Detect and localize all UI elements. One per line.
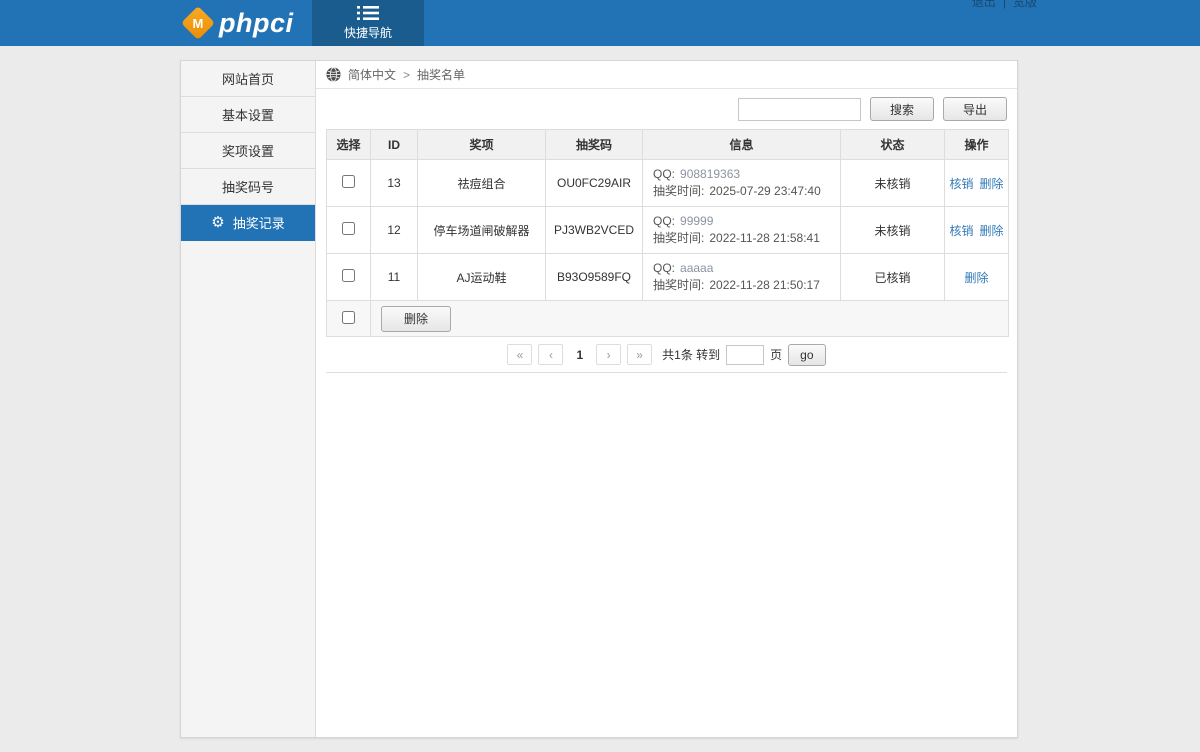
time-value: 2022-11-28 21:50:17 — [709, 278, 820, 292]
breadcrumb: 简体中文 > 抽奖名单 — [316, 61, 1017, 89]
cell-actions: 删除 — [944, 253, 1009, 301]
cell-id: 11 — [370, 253, 418, 301]
cell-status: 已核销 — [840, 253, 945, 301]
top-header: M phpci 快捷导航 退出 | 宽版 — [0, 0, 1200, 46]
logout-link[interactable]: 退出 — [971, 0, 996, 9]
records-table-wrap: 选择 ID 奖项 抽奖码 信息 状态 操作 13 祛痘组合 OU0FC29AI — [316, 129, 1017, 337]
gear-icon: ⚙ — [211, 213, 225, 231]
delete-link[interactable]: 删除 — [979, 223, 1004, 238]
cell-prize: 停车场道闸破解器 — [417, 206, 546, 254]
cell-info: QQ: 99999 抽奖时间: 2022-11-28 21:58:41 — [642, 206, 841, 254]
verify-link[interactable]: 核销 — [949, 223, 974, 238]
cell-actions: 核销 删除 — [944, 159, 1009, 207]
breadcrumb-separator: > — [403, 67, 411, 82]
cell-id: 13 — [370, 159, 418, 207]
logo-text: phpci — [219, 7, 294, 38]
cell-actions: 核销 删除 — [944, 206, 1009, 254]
sidebar-item-label: 奖项设置 — [221, 144, 274, 159]
col-select: 选择 — [326, 129, 371, 160]
time-label: 抽奖时间: — [653, 231, 705, 245]
pagination: « ‹ 1 › » 共1条 转到 页 go — [326, 337, 1007, 373]
sidebar-item-home[interactable]: 网站首页 — [181, 61, 315, 97]
wide-mode-link[interactable]: 宽版 — [1012, 0, 1037, 9]
go-button[interactable]: go — [788, 343, 826, 366]
sidebar-item-label: 网站首页 — [221, 72, 274, 87]
logo-diamond-icon: M — [181, 6, 215, 40]
page-unit-label: 页 — [770, 348, 783, 362]
cell-info: QQ: aaaaa 抽奖时间: 2022-11-28 21:50:17 — [642, 253, 841, 301]
cell-id: 12 — [370, 206, 418, 254]
breadcrumb-page: 抽奖名单 — [417, 68, 466, 82]
table-row: 11 AJ运动鞋 B93O9589FQ QQ: aaaaa 抽奖时间: 2022-1… — [326, 253, 1009, 301]
cell-status: 未核销 — [840, 159, 945, 207]
cell-info: QQ: 908819363 抽奖时间: 2025-07-29 23:47:40 — [642, 159, 841, 207]
table-footer-row: 删除 — [326, 300, 1009, 337]
main-panel: 网站首页 基本设置 奖项设置 抽奖码号 ⚙ 抽奖记录 简体中文 > — [180, 60, 1018, 738]
goto-page-input[interactable] — [726, 344, 765, 365]
qq-label: QQ: — [653, 167, 676, 181]
verify-link[interactable]: 核销 — [949, 176, 974, 191]
search-button[interactable]: 搜索 — [869, 97, 934, 121]
quick-nav-tab[interactable]: 快捷导航 — [312, 0, 424, 46]
header-links: 退出 | 宽版 — [972, 0, 1037, 10]
delete-link[interactable]: 删除 — [964, 270, 989, 285]
links-separator: | — [1002, 0, 1006, 9]
sidebar-item-prize-settings[interactable]: 奖项设置 — [181, 133, 315, 169]
cell-code: PJ3WB2VCED — [545, 206, 643, 254]
cell-prize: AJ运动鞋 — [417, 253, 546, 301]
logo-badge: M — [192, 15, 204, 31]
export-button[interactable]: 导出 — [942, 97, 1007, 121]
sidebar: 网站首页 基本设置 奖项设置 抽奖码号 ⚙ 抽奖记录 — [181, 61, 316, 737]
cell-prize: 祛痘组合 — [417, 159, 546, 207]
sidebar-item-lottery-codes[interactable]: 抽奖码号 — [181, 169, 315, 205]
search-input[interactable] — [737, 97, 861, 121]
select-all-checkbox[interactable] — [342, 310, 355, 324]
time-value: 2025-07-29 23:47:40 — [709, 184, 821, 198]
qq-value: 908819363 — [680, 167, 741, 181]
qq-label: QQ: — [653, 261, 676, 275]
qq-label: QQ: — [653, 214, 676, 228]
time-value: 2022-11-28 21:58:41 — [709, 231, 820, 245]
col-id: ID — [370, 129, 418, 160]
content-area: 简体中文 > 抽奖名单 搜索 导出 选择 ID 奖项 抽奖码 — [316, 61, 1017, 737]
time-label: 抽奖时间: — [653, 278, 705, 292]
next-page-button[interactable]: › — [596, 344, 622, 365]
sidebar-item-label: 基本设置 — [221, 108, 274, 123]
cell-status: 未核销 — [840, 206, 945, 254]
time-label: 抽奖时间: — [653, 184, 705, 198]
table-header-row: 选择 ID 奖项 抽奖码 信息 状态 操作 — [326, 129, 1009, 160]
bulk-delete-button[interactable]: 删除 — [381, 305, 452, 332]
sidebar-item-label: 抽奖记录 — [232, 216, 285, 231]
col-info: 信息 — [642, 129, 841, 160]
row-checkbox[interactable] — [342, 269, 355, 282]
row-checkbox[interactable] — [342, 175, 355, 188]
table-row: 12 停车场道闸破解器 PJ3WB2VCED QQ: 99999 抽奖时间: 202… — [326, 206, 1009, 254]
cell-code: B93O9589FQ — [545, 253, 643, 301]
app-logo: M phpci — [181, 0, 294, 46]
quick-nav-label: 快捷导航 — [343, 25, 392, 40]
col-prize: 奖项 — [417, 129, 546, 160]
first-page-button[interactable]: « — [507, 344, 533, 365]
row-checkbox[interactable] — [342, 222, 355, 235]
col-code: 抽奖码 — [545, 129, 643, 160]
col-actions: 操作 — [944, 129, 1009, 160]
toolbar: 搜索 导出 — [316, 89, 1017, 129]
qq-value: 99999 — [680, 214, 714, 228]
sidebar-item-label: 抽奖码号 — [221, 180, 274, 195]
current-page: 1 — [576, 347, 584, 362]
cell-code: OU0FC29AIR — [545, 159, 643, 207]
prev-page-button[interactable]: ‹ — [538, 344, 564, 365]
records-table: 选择 ID 奖项 抽奖码 信息 状态 操作 13 祛痘组合 OU0FC29AI — [326, 129, 1009, 337]
last-page-button[interactable]: » — [627, 344, 653, 365]
sidebar-item-basic-settings[interactable]: 基本设置 — [181, 97, 315, 133]
col-status: 状态 — [840, 129, 945, 160]
list-icon — [357, 5, 379, 20]
breadcrumb-lang[interactable]: 简体中文 — [348, 68, 397, 82]
table-row: 13 祛痘组合 OU0FC29AIR QQ: 908819363 抽奖时间: 202… — [326, 159, 1009, 207]
sidebar-item-lottery-records[interactable]: ⚙ 抽奖记录 — [181, 205, 315, 241]
qq-value: aaaaa — [680, 261, 714, 275]
delete-link[interactable]: 删除 — [979, 176, 1004, 191]
globe-icon — [326, 67, 341, 82]
total-count-text: 共1条 转到 — [662, 348, 721, 362]
